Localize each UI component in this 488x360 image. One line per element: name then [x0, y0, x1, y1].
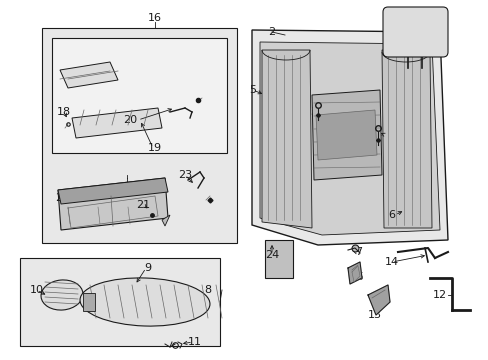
Polygon shape — [367, 285, 389, 315]
Polygon shape — [381, 50, 431, 228]
Text: 10: 10 — [30, 285, 44, 295]
Polygon shape — [58, 178, 168, 204]
Bar — [42, 28, 237, 243]
Polygon shape — [262, 50, 311, 228]
Text: 19: 19 — [148, 143, 162, 153]
Bar — [52, 38, 226, 153]
Text: 18: 18 — [57, 107, 71, 117]
Bar — [264, 240, 292, 278]
Polygon shape — [58, 178, 168, 230]
Text: 12: 12 — [432, 290, 446, 300]
Text: 3: 3 — [310, 107, 317, 117]
Polygon shape — [347, 262, 361, 284]
Text: 23: 23 — [178, 170, 192, 180]
Bar — [20, 258, 220, 346]
Text: 17: 17 — [120, 183, 134, 193]
Polygon shape — [60, 62, 118, 88]
Text: 6: 6 — [387, 210, 395, 220]
Text: 1: 1 — [430, 47, 438, 57]
Polygon shape — [72, 108, 162, 138]
Ellipse shape — [80, 278, 209, 326]
FancyBboxPatch shape — [382, 7, 447, 57]
Text: 15: 15 — [350, 272, 364, 282]
Text: 7: 7 — [355, 247, 362, 257]
Bar — [83, 293, 95, 311]
Text: 13: 13 — [367, 310, 381, 320]
Polygon shape — [260, 42, 439, 235]
Text: 24: 24 — [264, 250, 279, 260]
Text: 5: 5 — [249, 85, 256, 95]
Polygon shape — [311, 90, 381, 180]
Polygon shape — [162, 215, 170, 226]
Text: 2: 2 — [268, 27, 275, 37]
Text: 16: 16 — [148, 13, 162, 23]
Text: 14: 14 — [384, 257, 398, 267]
Polygon shape — [315, 110, 376, 160]
Text: 9: 9 — [144, 263, 151, 273]
Text: 21: 21 — [136, 200, 150, 210]
Text: 22: 22 — [55, 193, 69, 203]
Text: 4: 4 — [374, 130, 381, 140]
Text: 20: 20 — [122, 115, 137, 125]
Ellipse shape — [41, 280, 83, 310]
Text: 11: 11 — [187, 337, 202, 347]
Polygon shape — [251, 30, 447, 245]
Text: 8: 8 — [204, 285, 211, 295]
